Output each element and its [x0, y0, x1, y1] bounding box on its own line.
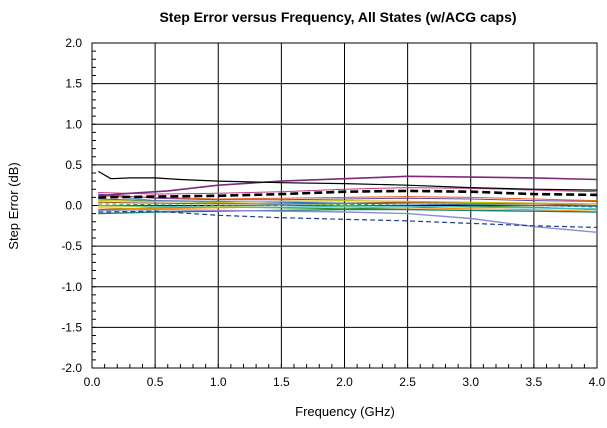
series-line-1 — [98, 175, 598, 197]
series-line-17 — [98, 205, 598, 211]
x-tick-label: 2.5 — [399, 375, 416, 389]
y-tick-label: -1.5 — [61, 320, 82, 334]
y-tick-label: 1.5 — [65, 77, 82, 91]
series-line-5 — [98, 200, 598, 205]
series-line-14 — [98, 193, 598, 202]
y-axis-label: Step Error (dB) — [6, 162, 21, 249]
y-tick-label: 0.5 — [65, 158, 82, 172]
x-tick-label: 0.0 — [84, 375, 101, 389]
x-tick-label: 0.5 — [147, 375, 164, 389]
x-tick-label: 4.0 — [589, 375, 606, 389]
y-tick-label: -1.0 — [61, 280, 82, 294]
series-line-0 — [97, 170, 598, 191]
x-tick-label: 1.0 — [210, 375, 227, 389]
series-line-4 — [98, 195, 598, 202]
series-line-11 — [98, 208, 598, 233]
x-tick-label: 2.0 — [336, 375, 353, 389]
y-tick-label: -2.0 — [61, 361, 82, 375]
x-tick-label: 3.5 — [526, 375, 543, 389]
series-line-9 — [98, 206, 598, 212]
x-tick-label: 1.5 — [273, 375, 290, 389]
x-axis-label: Frequency (GHz) — [295, 404, 395, 419]
series-line-8 — [98, 205, 598, 210]
y-tick-labels: 2.0 1.5 1.0 0.5 0.0 -0.5 -1.0 -1.5 -2.0 — [61, 36, 82, 375]
series-line-2 — [98, 189, 598, 199]
plot-area — [91, 42, 598, 369]
y-tick-label: 2.0 — [65, 36, 82, 50]
x-tick-labels: 0.0 0.5 1.0 1.5 2.0 2.5 3.0 3.5 4.0 — [84, 375, 606, 389]
y-tick-label: 1.0 — [65, 117, 82, 131]
y-tick-label: -0.5 — [61, 239, 82, 253]
series-line-6 — [98, 198, 598, 207]
chart-title: Step Error versus Frequency, All States … — [159, 9, 516, 25]
series-line-3 — [98, 187, 598, 195]
series-group — [97, 170, 598, 233]
x-tick-label: 3.0 — [462, 375, 479, 389]
series-line-12 — [98, 208, 598, 215]
y-tick-label: 0.0 — [65, 199, 82, 213]
minor-ticks — [91, 42, 598, 369]
